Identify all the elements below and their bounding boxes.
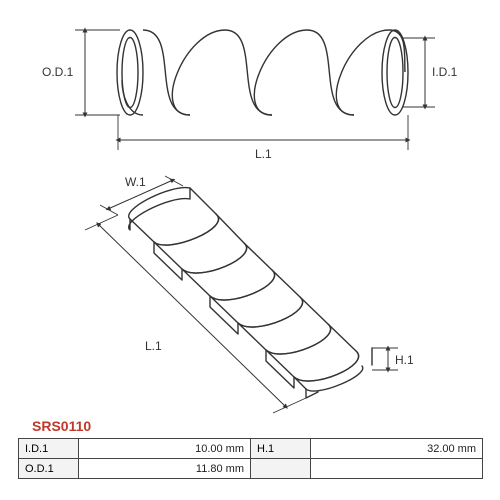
cell-label: O.D.1 (19, 459, 79, 479)
spec-table: I.D.1 10.00 mm H.1 32.00 mm O.D.1 11.80 … (18, 438, 482, 479)
cell-label: H.1 (251, 439, 311, 459)
spring-body-2 (129, 188, 372, 398)
cell-label: I.D.1 (19, 439, 79, 459)
diagram-area: O.D.1 (0, 0, 500, 420)
table-row: I.D.1 10.00 mm H.1 32.00 mm (19, 439, 483, 459)
label-l1-iso: L.1 (145, 339, 162, 353)
spring-side-view: O.D.1 (42, 30, 458, 161)
dim-l1-iso: L.1 (85, 215, 306, 413)
label-h1: H.1 (395, 353, 414, 367)
cell-label (251, 459, 311, 479)
cell-value (311, 459, 483, 479)
dim-od1: O.D.1 (42, 30, 120, 115)
label-l1-top: L.1 (255, 147, 272, 161)
label-od1: O.D.1 (42, 65, 74, 79)
dim-l1-top: L.1 (118, 115, 408, 161)
dim-h1: H.1 (372, 348, 414, 370)
spring-isometric: W.1 L.1 H.1 (85, 175, 414, 413)
part-code: SRS0110 (32, 418, 91, 434)
cell-value: 11.80 mm (79, 459, 251, 479)
part-code-text: SRS0110 (32, 418, 91, 434)
technical-drawings: O.D.1 (0, 0, 500, 420)
table-row: O.D.1 11.80 mm (19, 459, 483, 479)
dim-w1: W.1 (100, 175, 183, 215)
label-w1: W.1 (125, 175, 146, 189)
spring-body-1 (117, 30, 408, 115)
page: O.D.1 (0, 0, 500, 500)
cell-value: 10.00 mm (79, 439, 251, 459)
dim-id1: I.D.1 (403, 38, 458, 107)
spec-table-el: I.D.1 10.00 mm H.1 32.00 mm O.D.1 11.80 … (18, 438, 483, 479)
label-id1: I.D.1 (432, 65, 458, 79)
cell-value: 32.00 mm (311, 439, 483, 459)
